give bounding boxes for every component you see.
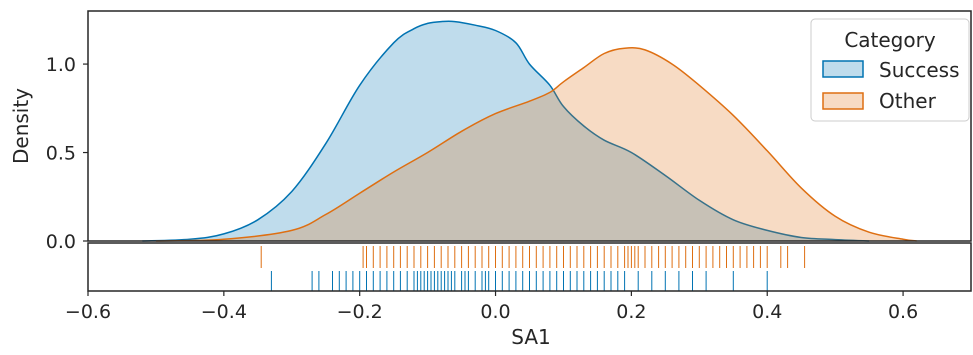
x-tick-label: −0.6 bbox=[65, 301, 111, 323]
x-tick-label: 0.0 bbox=[480, 301, 510, 323]
x-tick-label: −0.2 bbox=[337, 301, 383, 323]
density-area-success bbox=[142, 21, 870, 242]
y-tick-label: 0.5 bbox=[46, 143, 76, 165]
legend-swatch-other bbox=[822, 92, 864, 110]
legend-swatch-success bbox=[822, 60, 864, 78]
legend: Category Success Other bbox=[810, 18, 970, 122]
x-tick-label: 0.6 bbox=[888, 301, 918, 323]
density-line-other bbox=[155, 47, 917, 242]
x-tick-label: 0.2 bbox=[616, 301, 646, 323]
rug-plot-area bbox=[260, 246, 806, 291]
density-plot-area bbox=[142, 20, 917, 242]
y-tick-label: 1.0 bbox=[46, 54, 76, 76]
density-line-success bbox=[142, 20, 870, 242]
density-axes-frame bbox=[87, 10, 972, 242]
legend-title: Category bbox=[844, 28, 936, 52]
y-tick-label: 0.0 bbox=[46, 231, 76, 253]
density-area-other bbox=[155, 47, 917, 241]
y-axis-label: Density bbox=[9, 88, 33, 164]
x-axis-label: SA1 bbox=[511, 325, 550, 349]
legend-label-success: Success bbox=[879, 58, 960, 82]
axes: 0.0 0.5 1.0 −0.6 −0.4 −0.2 0.0 0.2 0.4 0.6 bbox=[46, 10, 972, 323]
x-tick-label: −0.4 bbox=[201, 301, 247, 323]
rug-axes-frame bbox=[87, 242, 972, 292]
legend-frame bbox=[810, 18, 970, 122]
x-tick-label: 0.4 bbox=[752, 301, 782, 323]
legend-label-other: Other bbox=[879, 89, 937, 113]
